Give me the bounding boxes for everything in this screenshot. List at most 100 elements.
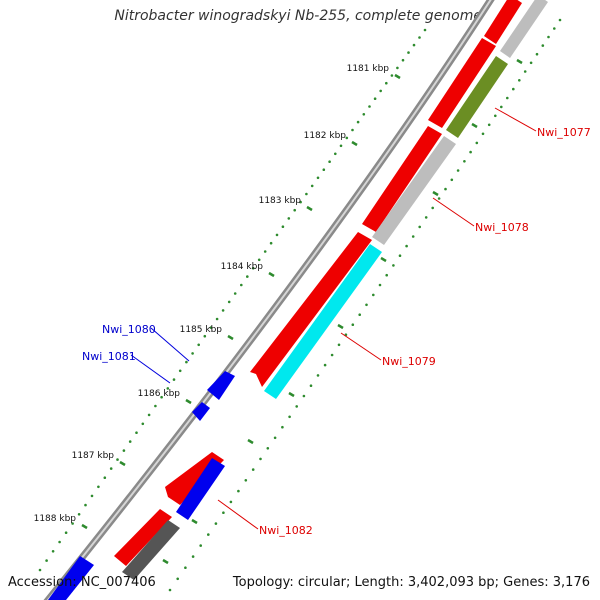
scale-dot: [378, 283, 382, 287]
gene-label-nwi-1081[interactable]: Nwi_1081: [82, 350, 136, 363]
gene-label-lines: [130, 107, 537, 530]
genome-backbone: [43, 0, 495, 600]
gene-label-nwi-1078[interactable]: Nwi_1078: [475, 221, 529, 234]
scale-dot: [305, 192, 308, 196]
track-grey-1078: [372, 136, 456, 245]
scale-dot: [77, 513, 81, 516]
tick-label: 1188 kbp: [34, 514, 77, 524]
scale-dot: [51, 550, 55, 553]
tick-mark: [227, 334, 234, 341]
scale-dot: [281, 425, 284, 429]
scale-dot: [418, 225, 422, 229]
scale-dot: [423, 28, 427, 32]
tick-mark: [306, 205, 313, 212]
scale-dot: [385, 81, 388, 85]
scale-dot: [390, 74, 394, 77]
scale-dot: [135, 431, 138, 435]
tick-label: 1182 kbp: [304, 131, 347, 141]
scale-dot: [372, 293, 375, 297]
scale-dot: [172, 378, 176, 381]
scale-dot: [362, 113, 366, 116]
scale-dot: [64, 531, 68, 534]
scale-dot: [199, 544, 202, 547]
gene-label-nwi-1082[interactable]: Nwi_1082: [259, 524, 313, 537]
scale-dot: [444, 187, 447, 191]
inner-tick-mark: [288, 391, 295, 398]
scale-dot: [547, 35, 550, 39]
scale-dot: [469, 150, 472, 154]
scale-dot: [122, 449, 126, 452]
accession-info: Accession: NC_007406: [8, 575, 156, 590]
scale-dot: [209, 326, 213, 329]
scale-dot: [396, 66, 399, 70]
tick-mark: [81, 523, 88, 530]
scale-dot: [168, 588, 172, 592]
scale-dot: [269, 241, 273, 245]
scale-dot: [334, 152, 337, 156]
scale-dot: [207, 533, 210, 536]
scale-dots-outer: [38, 28, 427, 572]
scale-dot: [287, 217, 291, 220]
scale-dot: [431, 206, 435, 210]
scale-dot: [90, 494, 94, 498]
scale-dot: [518, 79, 521, 82]
tick-label: 1181 kbp: [347, 64, 390, 74]
scale-dot: [251, 266, 255, 270]
gene-label-nwi-1077[interactable]: Nwi_1077: [537, 126, 591, 139]
tick-label: 1184 kbp: [221, 262, 264, 272]
scale-dot: [481, 132, 485, 136]
inner-tick-mark: [247, 438, 254, 445]
scale-dot: [351, 323, 355, 327]
scale-dot: [160, 395, 163, 399]
scale-dot: [185, 360, 188, 364]
scale-dot: [529, 61, 533, 65]
genome-backbone-highlight: [46, 0, 492, 600]
scale-dot: [328, 160, 331, 163]
scale-dot: [215, 317, 219, 321]
scale-dot: [293, 208, 297, 212]
scale-dot: [275, 233, 279, 237]
scale-dot: [191, 555, 195, 558]
scale-dot: [273, 436, 277, 440]
category-track: [122, 0, 548, 580]
cds-nwi-1081: [192, 402, 210, 421]
scale-dot: [45, 559, 48, 562]
scale-dot: [116, 458, 119, 461]
scale-dot: [237, 489, 240, 493]
scale-dot: [214, 522, 218, 525]
scale-dot: [251, 468, 255, 471]
gene-label-nwi-1080[interactable]: Nwi_1080: [102, 323, 156, 336]
scale-dot: [405, 244, 408, 248]
scale-dot: [295, 405, 299, 408]
scale-dot: [553, 27, 556, 30]
scale-dot: [97, 485, 100, 489]
gene-label-nwi-1079[interactable]: Nwi_1079: [382, 355, 436, 368]
scale-dot: [385, 273, 389, 277]
leader-nwi-1079: [340, 332, 382, 361]
scale-dot: [356, 120, 360, 124]
forward-cds-track: [114, 0, 522, 566]
track-grey-1: [500, 0, 548, 58]
scale-dot: [240, 283, 243, 287]
scale-dot: [166, 387, 170, 390]
scale-dot: [558, 18, 562, 22]
tick-mark: [185, 398, 192, 405]
scale-dot: [154, 404, 157, 408]
scale-dot: [246, 275, 249, 278]
scale-dot: [266, 447, 270, 450]
scale-dot: [141, 422, 145, 426]
inner-tick-mark: [516, 58, 523, 65]
cds-nwi-1083: [114, 509, 172, 566]
scale-dot: [463, 160, 466, 163]
scale-dot: [103, 476, 107, 480]
scale-dot: [58, 540, 61, 544]
scale-dot: [221, 309, 225, 312]
scale-dot: [437, 197, 441, 200]
scale-dot: [38, 568, 42, 572]
leader-nwi-1081: [130, 354, 171, 384]
track-green-1077: [446, 56, 508, 138]
accession-label: Accession:: [8, 575, 77, 590]
scale-dot: [178, 369, 182, 373]
scale-dot: [339, 144, 343, 148]
